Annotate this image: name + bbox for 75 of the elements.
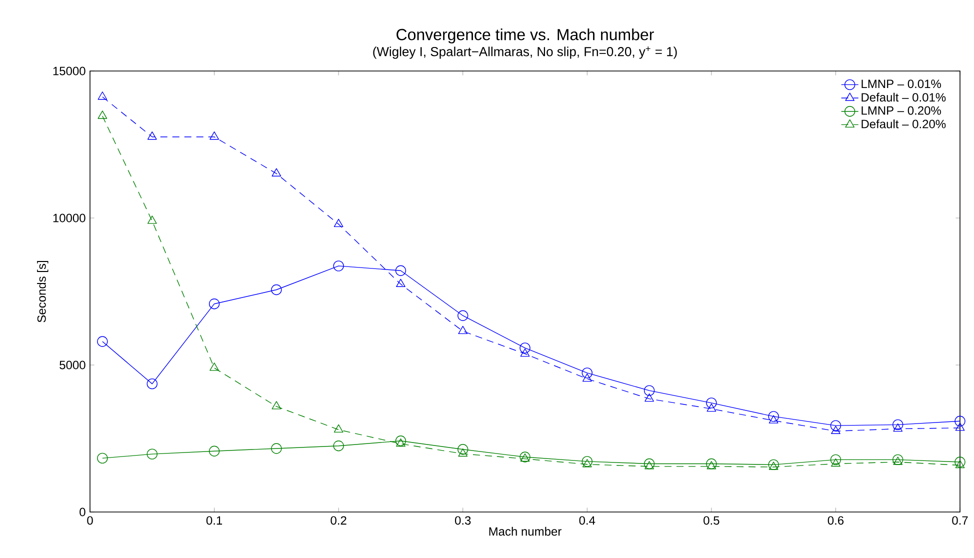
point xyxy=(147,216,157,224)
point xyxy=(458,448,468,457)
x-tick-label: 0.1 xyxy=(206,516,222,525)
point xyxy=(458,310,468,321)
point xyxy=(147,132,157,140)
point xyxy=(334,424,344,433)
point xyxy=(831,426,840,434)
point xyxy=(208,446,220,456)
point xyxy=(396,438,406,447)
point xyxy=(768,411,779,422)
x-tick-label: 0.4 xyxy=(579,516,596,525)
point xyxy=(395,436,406,446)
point xyxy=(706,403,716,412)
point xyxy=(582,459,592,468)
x-tick-label: 0.5 xyxy=(704,516,720,525)
point xyxy=(582,456,592,467)
point xyxy=(893,423,903,432)
point xyxy=(272,401,282,410)
point xyxy=(520,348,530,357)
point xyxy=(458,444,468,455)
x-tick-label: 0.7 xyxy=(952,516,968,525)
point xyxy=(97,336,108,347)
chart-title: Convergence time vs. Mach number xyxy=(396,28,654,44)
x-tick-label: 0.6 xyxy=(828,516,844,525)
x-tick-label: 0 xyxy=(87,516,93,525)
point xyxy=(768,415,778,424)
point xyxy=(272,168,282,176)
point xyxy=(210,362,219,371)
point xyxy=(768,462,778,470)
point xyxy=(768,459,779,470)
legend-label: Default – 0.01% xyxy=(862,92,946,102)
point xyxy=(271,443,282,454)
point xyxy=(458,326,468,334)
y-axis-title: Seconds [s] xyxy=(37,261,48,322)
x-tick-label: 0.2 xyxy=(330,516,346,525)
point xyxy=(333,260,344,272)
point xyxy=(830,454,842,466)
point xyxy=(210,132,219,140)
point xyxy=(98,92,108,100)
point xyxy=(271,284,282,296)
point xyxy=(706,458,717,470)
point xyxy=(831,458,840,467)
chart-subtitle: (Wigley I, Spalart−Allmaras, No slip, Fn=0.20, y$^{+}$ = 1) xyxy=(373,46,677,59)
legend-label: Default – 0.20% xyxy=(862,119,946,128)
point xyxy=(830,420,842,431)
x-tick-label: 0.3 xyxy=(454,516,471,525)
point xyxy=(892,419,904,430)
point xyxy=(644,393,654,402)
point xyxy=(146,448,158,460)
point xyxy=(334,218,344,228)
x-axis-title: Mach number xyxy=(489,526,562,536)
legend-label: LMNP – 0.20% xyxy=(862,106,941,115)
point xyxy=(146,378,158,390)
y-tick-label: 15000 xyxy=(53,66,86,76)
point xyxy=(644,458,655,470)
point xyxy=(98,110,108,119)
point xyxy=(706,398,717,408)
y-tick-label: 5000 xyxy=(60,360,86,370)
point xyxy=(395,265,406,276)
point xyxy=(582,368,592,378)
legend-label: LMNP – 0.01% xyxy=(862,80,941,88)
point xyxy=(97,452,108,464)
point xyxy=(706,461,716,470)
point xyxy=(333,440,344,452)
point xyxy=(644,461,654,470)
point xyxy=(893,456,903,465)
point xyxy=(208,298,220,310)
point xyxy=(644,385,655,396)
point xyxy=(892,454,904,466)
y-tick-label: 10000 xyxy=(53,214,86,222)
point xyxy=(396,278,406,287)
point xyxy=(954,416,966,427)
point xyxy=(582,373,592,382)
y-tick-label: 0 xyxy=(80,508,86,516)
point xyxy=(520,342,530,354)
